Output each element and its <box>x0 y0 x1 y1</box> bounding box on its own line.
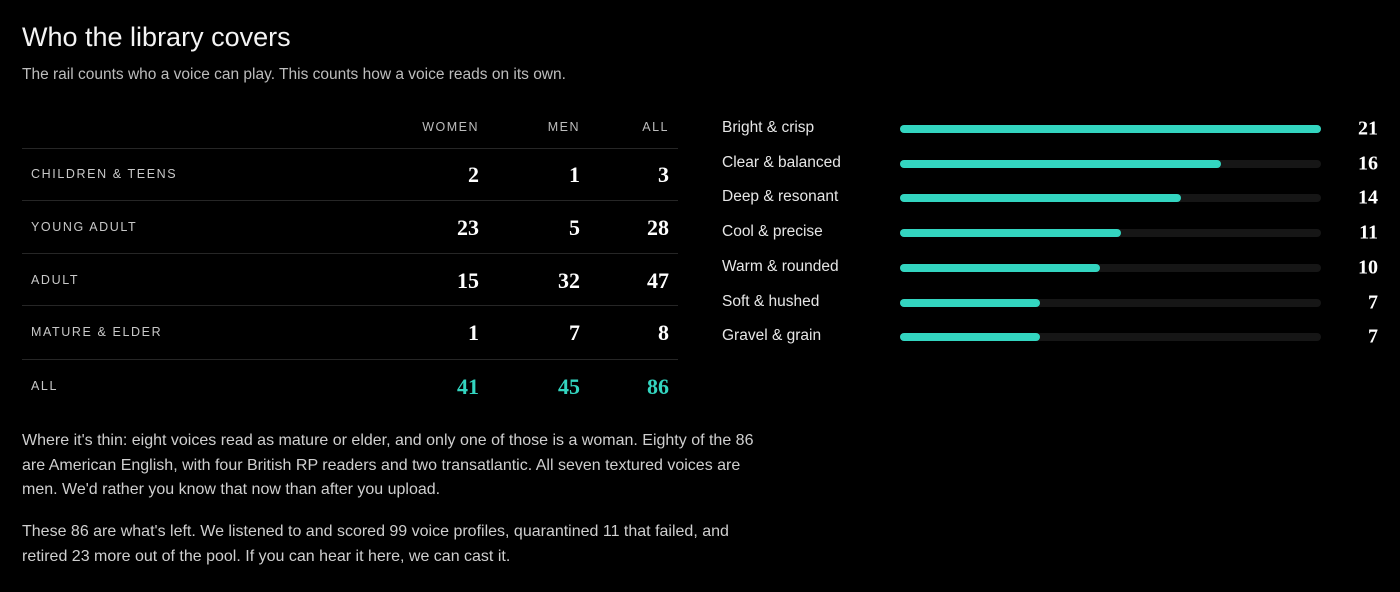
row-divider <box>22 305 678 306</box>
bar-label: Warm & rounded <box>722 257 839 275</box>
cell-value: 45 <box>558 374 580 399</box>
note-paragraph: These 86 are what's left. We listened to… <box>22 523 729 565</box>
bar-label: Clear & balanced <box>722 153 841 171</box>
cell-value: 86 <box>647 374 669 399</box>
cell-value: 15 <box>457 268 479 293</box>
row-label: ADULT <box>31 273 80 287</box>
bar <box>900 333 1041 342</box>
bar <box>900 159 1221 168</box>
note-paragraph: Where it's thin: eight voices read as ma… <box>22 432 754 498</box>
bar-track <box>900 263 1321 272</box>
section-title: Who the library covers <box>22 22 291 52</box>
cell-value: 2 <box>468 162 479 187</box>
row-label: ALL <box>31 379 59 393</box>
bar-label: Gravel & grain <box>722 327 822 345</box>
bar <box>900 125 1321 133</box>
cell-value: 1 <box>468 320 479 345</box>
bar-value: 11 <box>1359 221 1378 244</box>
bar <box>900 229 1121 238</box>
bar-value: 7 <box>1368 291 1378 313</box>
bar <box>900 263 1101 272</box>
bar <box>900 194 1181 203</box>
bar-value: 21 <box>1358 117 1378 140</box>
bar-label: Deep & resonant <box>722 188 839 206</box>
bar-value: 16 <box>1358 152 1378 175</box>
bar-track <box>900 298 1321 307</box>
cell-value: 41 <box>457 374 479 399</box>
bar-track <box>900 333 1321 342</box>
cell-value: 47 <box>647 268 669 293</box>
row-divider <box>22 359 678 360</box>
cell-value: 32 <box>558 268 580 293</box>
row-divider <box>22 148 678 149</box>
cell-value: 28 <box>647 215 669 240</box>
cell-value: 7 <box>569 320 580 345</box>
bar-value: 10 <box>1358 256 1378 279</box>
row-label: MATURE & ELDER <box>31 325 163 339</box>
row-label: YOUNG ADULT <box>31 220 138 234</box>
cell-value: 5 <box>569 215 580 240</box>
cell-value: 8 <box>658 320 669 345</box>
row-divider <box>22 253 678 254</box>
bar-value: 7 <box>1368 325 1378 348</box>
row-label: CHILDREN & TEENS <box>31 167 178 181</box>
column-header: WOMEN <box>422 120 479 134</box>
section-subtitle: The rail counts who a voice can play. Th… <box>22 66 566 83</box>
column-header: MEN <box>547 120 580 134</box>
bar-label: Cool & precise <box>722 223 823 241</box>
bar <box>900 298 1041 307</box>
bar-label: Soft & hushed <box>722 292 820 310</box>
bar-label: Bright & crisp <box>722 119 815 136</box>
cell-value: 23 <box>457 215 479 240</box>
row-divider <box>22 200 678 201</box>
cell-value: 3 <box>658 162 669 187</box>
column-header: ALL <box>642 120 669 134</box>
cell-value: 1 <box>569 162 580 187</box>
bar-value: 14 <box>1358 186 1378 209</box>
